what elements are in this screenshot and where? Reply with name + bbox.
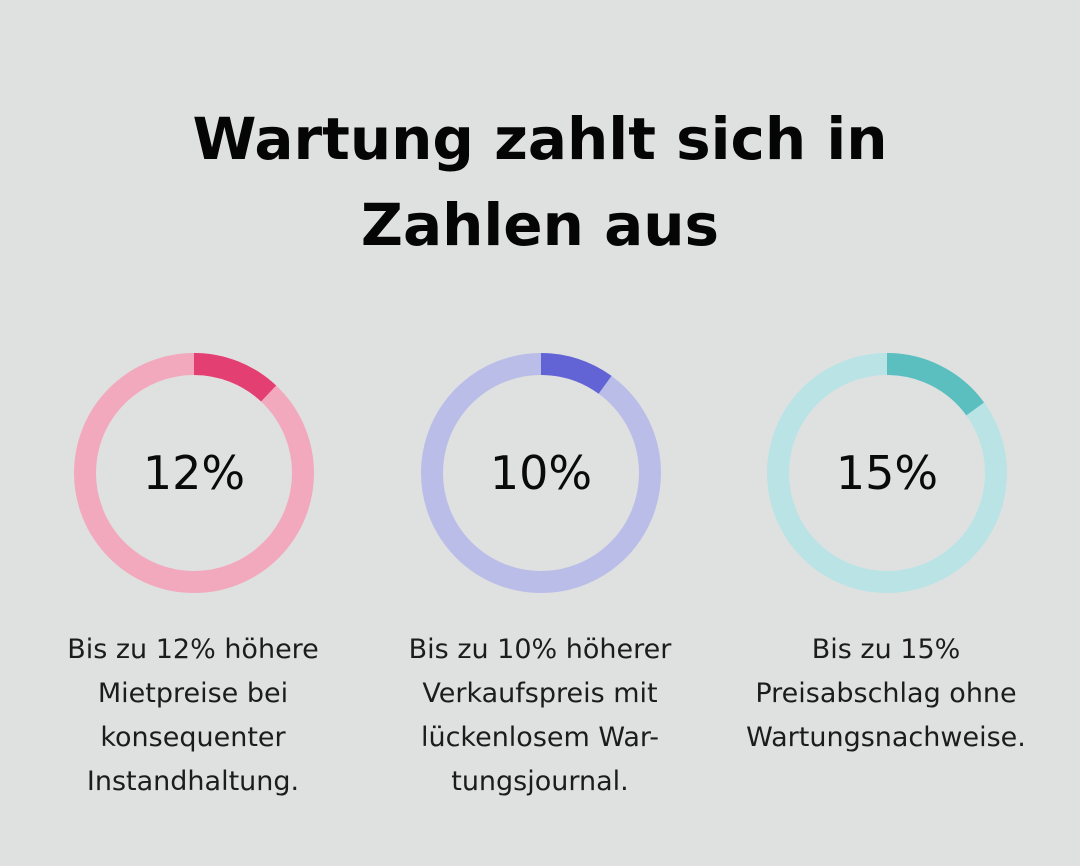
description-line: Verkaufspreis mit: [422, 678, 658, 709]
description-line: Bis zu 12% höhere: [67, 634, 319, 665]
donut-value-arc: [540, 353, 612, 394]
page-title: Wartung zahlt sich in Zahlen aus: [90, 96, 990, 268]
description-line: Bis zu 15%: [811, 634, 961, 665]
stat-description: Bis zu 15% Preisabschlag ohne Wartungsna…: [721, 628, 1051, 760]
donut-value-arc: [886, 353, 985, 416]
title-line-1: Wartung zahlt sich in: [192, 105, 888, 173]
donut-value-label: 10%: [489, 446, 593, 500]
donut-value-label: 15%: [835, 446, 939, 500]
donut-value-arc: [193, 353, 277, 402]
stat-card-sale: 10% Bis zu 10% höherer Verkaufspreis mit…: [375, 352, 705, 822]
description-line: Wartungsnachweise.: [746, 722, 1026, 753]
donut-value-label: 12%: [142, 446, 246, 500]
stat-description: Bis zu 10% höherer Verkaufspreis mit lüc…: [375, 628, 705, 804]
stat-card-rent: 12% Bis zu 12% höhere Mietpreise bei kon…: [28, 352, 358, 822]
description-line: tungsjournal.: [451, 766, 629, 797]
stat-description: Bis zu 12% höhere Mietpreise bei konsequ…: [28, 628, 358, 804]
description-line: Preisabschlag ohne: [755, 678, 1017, 709]
description-line: lückenlosem War-: [420, 722, 660, 753]
description-line: Mietpreise bei: [97, 678, 289, 709]
title-line-2: Zahlen aus: [360, 191, 720, 259]
description-line: konsequenter: [100, 722, 286, 753]
description-line: Bis zu 10% höherer: [408, 634, 672, 665]
donut-chart-rent: [74, 353, 314, 593]
donut-chart-discount: [767, 353, 1007, 593]
description-line: Instandhaltung.: [86, 766, 300, 797]
donut-chart-sale: [421, 353, 661, 593]
stat-card-discount: 15% Bis zu 15% Preisabschlag ohne Wartun…: [721, 352, 1051, 822]
